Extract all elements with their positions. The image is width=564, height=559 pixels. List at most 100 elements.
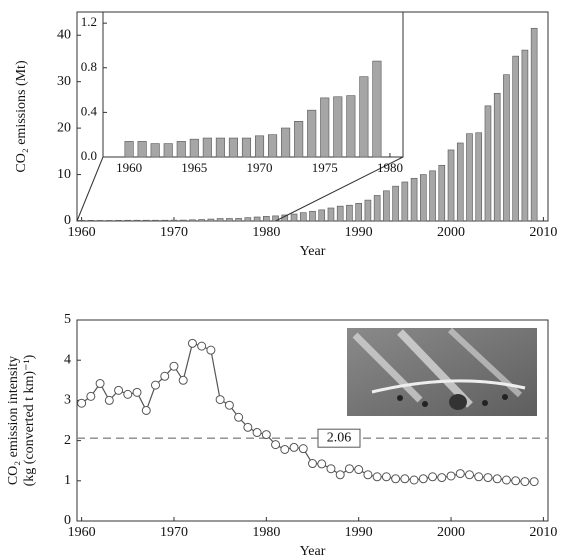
x-tick-label: 1960 <box>68 525 96 540</box>
bar <box>152 220 158 221</box>
y-tick-label: 4 <box>64 352 71 367</box>
bar <box>203 138 211 157</box>
bar <box>151 144 159 157</box>
bar <box>309 211 315 221</box>
point <box>447 472 455 480</box>
bar <box>337 206 343 221</box>
point <box>493 475 501 483</box>
point <box>244 423 252 431</box>
bar <box>448 150 454 221</box>
y-tick-label: 10 <box>57 167 71 182</box>
x-tick-label: 1980 <box>252 225 280 240</box>
point <box>207 346 215 354</box>
x-axis-label: Year <box>300 244 326 259</box>
point <box>152 381 160 389</box>
point <box>96 380 104 388</box>
point <box>364 471 372 479</box>
point <box>373 473 381 481</box>
bar <box>229 138 237 157</box>
point <box>512 477 520 485</box>
bar <box>402 182 408 221</box>
x-tick-label: 2010 <box>529 525 557 540</box>
x-tick-label: 1970 <box>160 525 188 540</box>
x-tick-label: 1980 <box>252 525 280 540</box>
y-axis-label: CO₂ emissions (Mt) <box>14 60 29 173</box>
bar <box>190 139 198 157</box>
bar <box>457 143 463 221</box>
point <box>456 470 464 478</box>
point <box>225 401 233 409</box>
bar <box>180 220 186 221</box>
bar <box>328 208 334 221</box>
point <box>124 390 132 398</box>
y-tick-label: 1.2 <box>81 14 97 29</box>
bar <box>513 56 519 221</box>
y-tick-label: 40 <box>57 27 71 42</box>
point <box>429 473 437 481</box>
bar <box>242 138 250 157</box>
x-tick-label: 1960 <box>116 160 142 175</box>
point <box>466 471 474 479</box>
point <box>502 476 510 484</box>
point <box>318 460 326 468</box>
bar <box>255 136 263 157</box>
point <box>309 460 317 468</box>
bar <box>106 220 112 221</box>
point <box>438 474 446 482</box>
point <box>170 362 178 370</box>
x-tick-label: 1975 <box>312 160 338 175</box>
point <box>382 473 390 481</box>
point <box>419 475 427 483</box>
point <box>336 471 344 479</box>
y-tick-label: 30 <box>57 74 71 89</box>
point <box>161 372 169 380</box>
bar <box>294 121 302 157</box>
point <box>216 396 224 404</box>
bar <box>485 106 491 221</box>
bar <box>321 98 329 157</box>
bar <box>383 191 389 221</box>
bar <box>88 220 94 221</box>
point <box>262 431 270 439</box>
bar <box>291 214 297 221</box>
bar <box>116 220 122 221</box>
point <box>392 475 400 483</box>
point <box>401 475 409 483</box>
point <box>115 386 123 394</box>
y-tick-label: 1 <box>64 473 71 488</box>
bar <box>226 218 232 221</box>
point <box>281 445 289 453</box>
bar <box>466 134 472 221</box>
point <box>345 465 353 473</box>
y-tick-label: 0.4 <box>81 103 98 118</box>
bar <box>360 77 368 157</box>
point <box>355 466 363 474</box>
bar <box>365 200 371 221</box>
x-tick-label: 1990 <box>345 525 373 540</box>
bar <box>374 195 380 221</box>
point <box>290 443 298 451</box>
bar <box>254 217 260 221</box>
x-tick-label: 2000 <box>437 525 465 540</box>
bar <box>430 171 436 221</box>
point <box>198 342 206 350</box>
connector <box>77 157 103 221</box>
y-tick-label: 2 <box>64 433 71 448</box>
bar <box>522 50 528 221</box>
bar <box>420 175 426 221</box>
point <box>484 474 492 482</box>
bar <box>125 141 133 157</box>
bar <box>503 75 509 221</box>
reference-label: 2.06 <box>327 430 352 445</box>
bar <box>97 220 103 221</box>
x-tick-label: 1970 <box>160 225 188 240</box>
photo <box>347 328 537 416</box>
bar <box>300 213 306 221</box>
bar <box>217 219 223 221</box>
point <box>272 441 280 449</box>
bar <box>79 220 85 221</box>
bar <box>319 210 325 221</box>
bar <box>143 220 149 221</box>
point <box>299 445 307 453</box>
bar <box>134 220 140 221</box>
